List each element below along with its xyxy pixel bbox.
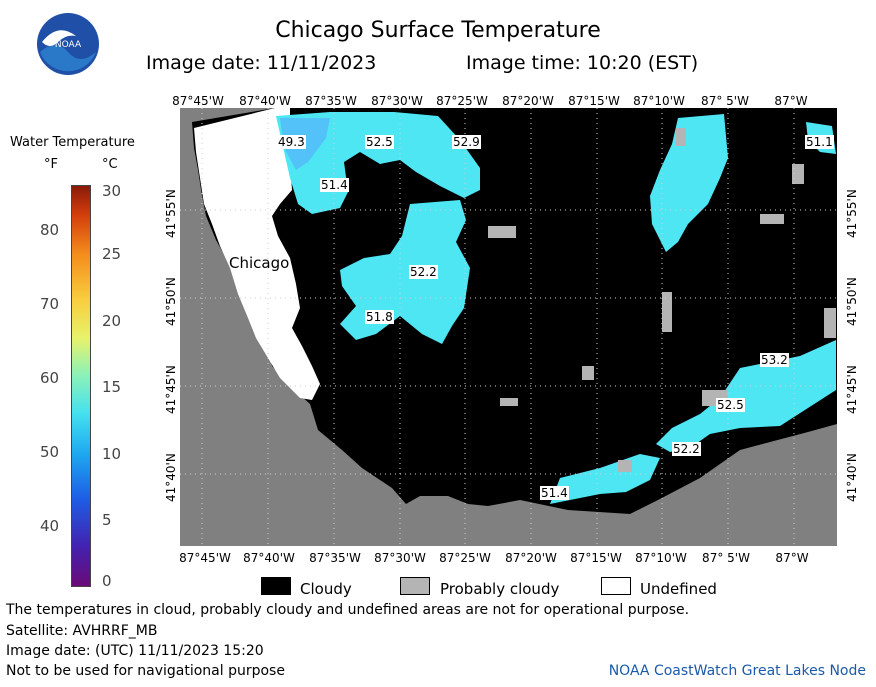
lon-top-4: 87°30'W [371, 94, 423, 108]
temp-label: 51.4 [540, 486, 569, 500]
lon-top-6: 87°20'W [502, 94, 554, 108]
footer-satellite: Satellite: AVHRRF_MB [6, 623, 158, 639]
f-tick-70: 70 [40, 295, 60, 313]
f-tick-40: 40 [40, 517, 60, 535]
lon-bot-8: 87°10'W [635, 551, 687, 565]
lat-right-2: 41°50'N [845, 277, 859, 326]
c-tick-10: 10 [102, 445, 122, 463]
lon-top-7: 87°15'W [568, 94, 620, 108]
lat-right-3: 41°45'N [845, 365, 859, 414]
footer-navigation: Not to be used for navigational purpose [6, 663, 285, 679]
temperature-colorbar [71, 185, 91, 587]
footer-note: The temperatures in cloud, probably clou… [6, 602, 690, 618]
lon-top-1: 87°45'W [172, 94, 224, 108]
temp-label: 52.5 [716, 398, 745, 412]
map-title: Chicago Surface Temperature [275, 18, 601, 43]
footer-utc-date: Image date: (UTC) 11/11/2023 15:20 [6, 643, 264, 659]
lon-top-8: 87°10'W [633, 94, 685, 108]
temperature-map [180, 108, 837, 546]
image-date: Image date: 11/11/2023 [146, 52, 377, 74]
lon-bot-3: 87°35'W [309, 551, 361, 565]
c-tick-25: 25 [102, 245, 122, 263]
image-time: Image time: 10:20 (EST) [466, 52, 699, 74]
probably-cloudy-patch [760, 214, 784, 224]
lon-top-3: 87°35'W [305, 94, 357, 108]
undefined-shore [194, 108, 320, 400]
probably-cloudy-patch [824, 308, 836, 338]
graticule [180, 108, 837, 546]
c-tick-30: 30 [102, 182, 122, 200]
lon-top-5: 87°25'W [436, 94, 488, 108]
legend-probably-cloudy-swatch [400, 577, 430, 595]
lat-left-2: 41°50'N [164, 277, 178, 326]
lon-bot-9: 87° 5'W [702, 551, 750, 565]
lon-bot-10: 87°W [775, 551, 809, 565]
lat-left-1: 41°55'N [164, 189, 178, 238]
scale-title: Water Temperature [10, 135, 135, 150]
temp-label: 51.8 [365, 310, 394, 324]
lon-bot-6: 87°20'W [505, 551, 557, 565]
probably-cloudy-patch [662, 292, 672, 332]
c-tick-20: 20 [102, 312, 122, 330]
unit-celsius: °C [102, 157, 118, 172]
lon-top-2: 87°40'W [239, 94, 291, 108]
temp-label: 52.9 [452, 135, 481, 149]
footer-node: NOAA CoastWatch Great Lakes Node [608, 663, 866, 679]
temp-label: 52.2 [672, 442, 701, 456]
f-tick-80: 80 [40, 221, 60, 239]
lon-bot-5: 87°25'W [439, 551, 491, 565]
lon-bot-4: 87°30'W [374, 551, 426, 565]
logo-text: NOAA [55, 40, 82, 50]
lon-bot-1: 87°45'W [179, 551, 231, 565]
city-label: Chicago [229, 254, 290, 272]
water-south [550, 454, 660, 504]
probably-cloudy-patch [792, 164, 804, 184]
lat-right-1: 41°55'N [845, 189, 859, 238]
noaa-logo: NOAA [36, 12, 100, 76]
lon-bot-7: 87°15'W [570, 551, 622, 565]
c-tick-15: 15 [102, 378, 122, 396]
probably-cloudy-patch [618, 460, 632, 472]
legend-cloudy-label: Cloudy [300, 580, 352, 598]
legend-probably-cloudy-label: Probably cloudy [440, 580, 560, 598]
c-tick-0: 0 [102, 572, 112, 590]
legend-undefined-label: Undefined [640, 580, 717, 598]
lat-left-4: 41°40'N [164, 453, 178, 502]
lon-top-9: 87° 5'W [701, 94, 749, 108]
lon-bot-2: 87°40'W [243, 551, 295, 565]
c-tick-5: 5 [102, 511, 112, 529]
water-central [340, 200, 470, 344]
f-tick-60: 60 [40, 369, 60, 387]
temp-label: 53.2 [760, 353, 789, 367]
f-tick-50: 50 [40, 443, 60, 461]
unit-fahrenheit: °F [44, 157, 58, 172]
temp-label: 52.5 [365, 135, 394, 149]
probably-cloudy-patch [676, 128, 686, 146]
water-southeast [656, 340, 836, 452]
lat-left-3: 41°45'N [164, 365, 178, 414]
lat-right-4: 41°40'N [845, 453, 859, 502]
probably-cloudy-patch [488, 226, 516, 238]
legend-cloudy-swatch [261, 577, 291, 595]
probably-cloudy-patch [500, 398, 518, 406]
temp-label: 52.2 [409, 265, 438, 279]
chicago-marker [296, 246, 304, 254]
temp-label: 51.1 [805, 135, 834, 149]
water-northeast [650, 114, 728, 252]
temp-label: 49.3 [277, 135, 306, 149]
probably-cloudy-patch [582, 366, 594, 380]
temp-label: 51.4 [320, 178, 349, 192]
lon-top-10: 87°W [774, 94, 808, 108]
legend-undefined-swatch [601, 577, 631, 595]
